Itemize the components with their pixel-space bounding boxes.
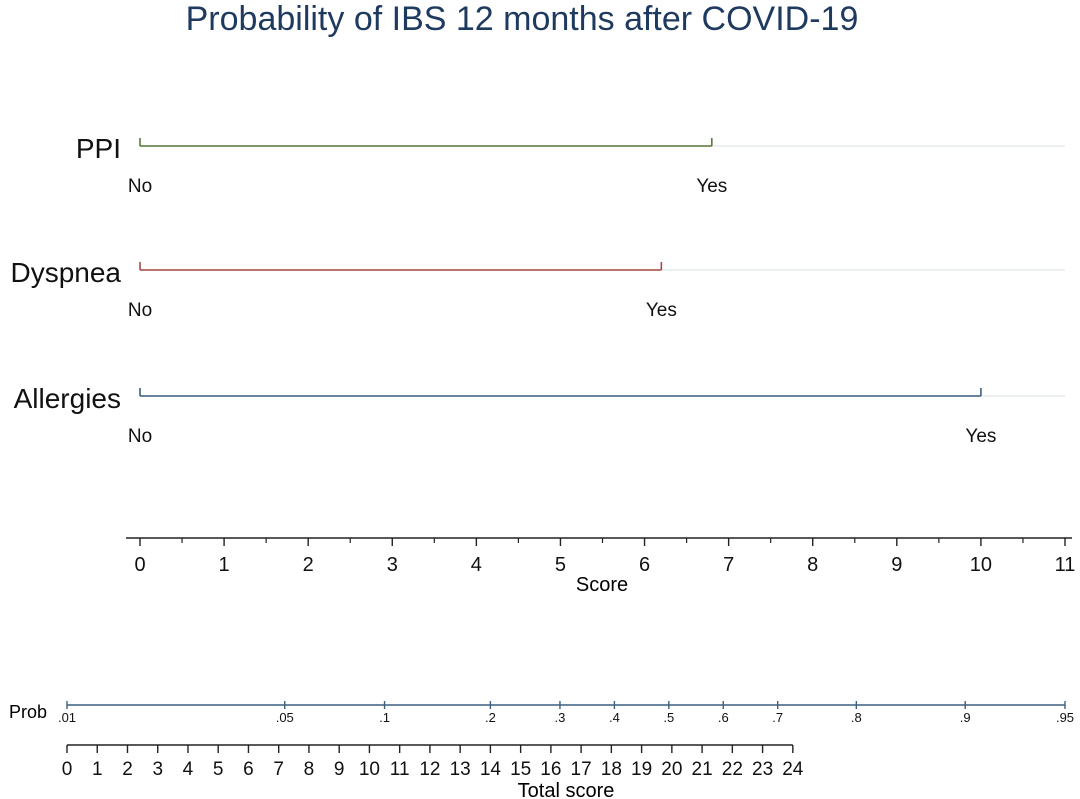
total-tick-label: 14 — [480, 759, 502, 780]
prob-tick-label: .8 — [851, 710, 862, 725]
score-tick-label: 0 — [134, 554, 145, 576]
total-tick-label: 19 — [631, 759, 652, 780]
score-tick-label: 3 — [387, 554, 398, 576]
total-tick-label: 9 — [334, 759, 345, 780]
total-tick-label: 0 — [62, 759, 73, 780]
prob-tick-label: .9 — [960, 710, 971, 725]
predictor-row-allergies: Allergies No Yes — [14, 383, 1065, 447]
total-tick-label: 11 — [390, 759, 410, 780]
predictor-label: Dyspnea — [10, 257, 121, 288]
total-tick-label: 24 — [782, 759, 804, 780]
level-label: No — [128, 426, 152, 447]
level-label: Yes — [965, 426, 996, 447]
total-tick-label: 7 — [273, 759, 284, 780]
probability-axis: .01 .05 .1 .2 .3 .4 .5 .6 .7 .8 .9 .95 — [58, 701, 1074, 725]
total-tick-label: 6 — [243, 759, 254, 780]
score-tick-label: 11 — [1055, 554, 1076, 576]
score-tick-label: 2 — [303, 554, 314, 576]
total-tick-label: 5 — [213, 759, 224, 780]
chart-title: Probability of IBS 12 months after COVID… — [186, 0, 859, 38]
total-tick-label: 3 — [152, 759, 163, 780]
total-tick-label: 21 — [692, 759, 713, 780]
score-tick-label: 1 — [219, 554, 230, 576]
total-score-axis: 0 1 2 3 4 5 6 7 8 9 10 11 12 13 14 15 16 17 18 19 20 21 22 23 24 — [62, 744, 804, 780]
total-tick-label: 13 — [450, 759, 471, 780]
score-tick-label: 7 — [723, 554, 734, 576]
predictor-label: PPI — [76, 133, 121, 164]
total-tick-label: 16 — [540, 759, 561, 780]
total-tick-label: 18 — [601, 759, 622, 780]
prob-axis-label: Prob — [9, 702, 47, 722]
predictor-label: Allergies — [14, 383, 121, 414]
score-axis: 0 1 2 3 4 5 6 7 8 9 10 11 — [126, 537, 1076, 576]
total-tick-label: 12 — [419, 759, 440, 780]
total-tick-label: 1 — [92, 759, 103, 780]
predictor-rows: PPI No Yes Dyspnea No Yes Allergies No Yes — [10, 133, 1065, 447]
score-tick-label: 8 — [807, 554, 818, 576]
score-tick-label: 9 — [891, 554, 902, 576]
level-label: No — [128, 176, 152, 197]
prob-tick-label: .7 — [772, 710, 783, 725]
prob-tick-label: .4 — [609, 710, 620, 725]
score-tick-label: 5 — [555, 554, 566, 576]
score-tick-label: 4 — [471, 554, 482, 576]
total-tick-label: 15 — [510, 759, 531, 780]
total-tick-label: 4 — [183, 759, 194, 780]
total-tick-label: 23 — [752, 759, 773, 780]
total-tick-label: 8 — [304, 759, 315, 780]
total-tick-label: 22 — [722, 759, 743, 780]
level-label: Yes — [696, 176, 727, 197]
prob-tick-label: .3 — [555, 710, 566, 725]
prob-tick-label: .01 — [58, 710, 76, 725]
score-tick-label: 10 — [970, 554, 992, 576]
prob-tick-label: .2 — [485, 710, 496, 725]
prob-tick-label: .1 — [379, 710, 390, 725]
score-tick-label: 6 — [639, 554, 650, 576]
total-tick-label: 2 — [122, 759, 133, 780]
total-tick-label: 20 — [661, 759, 682, 780]
prob-tick-label: .5 — [663, 710, 674, 725]
prob-tick-label: .05 — [276, 710, 294, 725]
predictor-row-dyspnea: Dyspnea No Yes — [10, 257, 1065, 321]
prob-tick-label: .6 — [718, 710, 729, 725]
level-label: Yes — [646, 300, 677, 321]
predictor-row-ppi: PPI No Yes — [76, 133, 1065, 197]
total-axis-label: Total score — [518, 780, 615, 799]
score-axis-label: Score — [576, 574, 628, 596]
total-tick-label: 17 — [571, 759, 592, 780]
level-label: No — [128, 300, 152, 321]
prob-tick-label: .95 — [1056, 710, 1074, 725]
total-tick-label: 10 — [359, 759, 380, 780]
